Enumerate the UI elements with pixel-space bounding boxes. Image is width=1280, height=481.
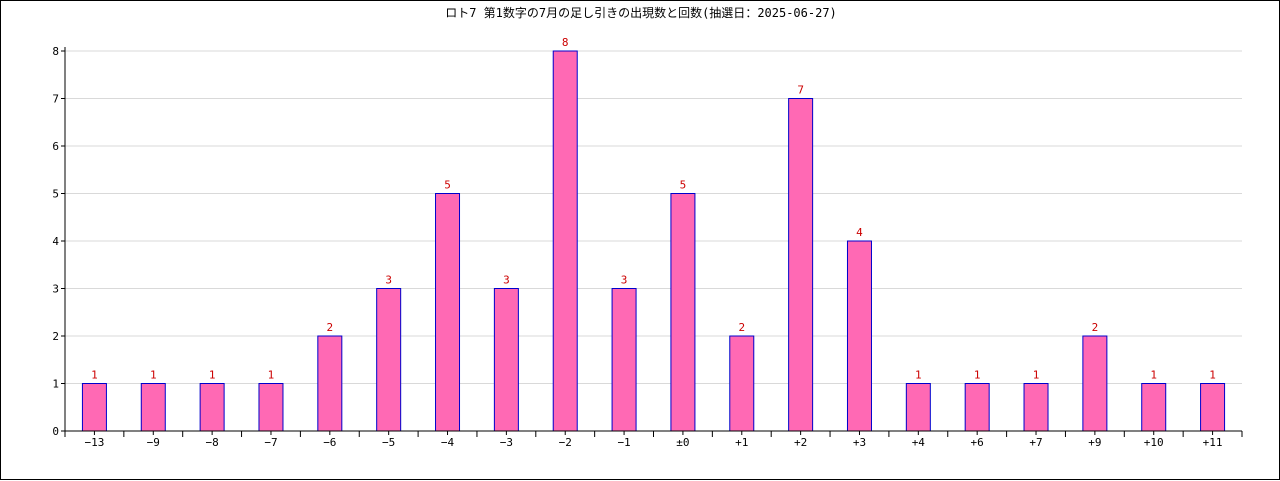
bar: [905, 383, 931, 432]
x-tick-label: −6: [323, 436, 336, 449]
y-tick-label: 3: [52, 283, 59, 296]
y-tick-label: 1: [52, 378, 59, 391]
bar: [670, 193, 696, 432]
bar: [376, 288, 402, 432]
y-tick-label: 2: [52, 330, 59, 343]
data-label: 1: [268, 369, 275, 382]
y-tick-label: 0: [52, 425, 59, 438]
bar: [1023, 383, 1049, 432]
bars: 1 1 1 1 2 3 5 3 8 3 5 2 7 4 1 1 1 2 1 1: [81, 36, 1226, 432]
data-label: 1: [91, 369, 98, 382]
bar: [493, 288, 519, 432]
data-label: 8: [562, 36, 569, 49]
bar: [964, 383, 990, 432]
data-label: 7: [797, 84, 804, 97]
x-tick-label: +9: [1088, 436, 1101, 449]
x-tick-label: −5: [382, 436, 395, 449]
x-tick-label: −7: [264, 436, 277, 449]
bar: [788, 98, 814, 432]
bar: [1141, 383, 1167, 432]
x-tick-label: −8: [206, 436, 219, 449]
bar: [81, 383, 107, 432]
x-tick-label: −1: [617, 436, 630, 449]
x-tick-label: +10: [1144, 436, 1164, 449]
data-label: 1: [150, 369, 157, 382]
x-tick-label: +6: [971, 436, 984, 449]
data-label: 2: [327, 321, 334, 334]
bar: [140, 383, 166, 432]
data-label: 3: [503, 274, 510, 287]
x-tick-label: ±0: [676, 436, 689, 449]
y-tick-label: 4: [52, 235, 59, 248]
x-tick-label: −3: [500, 436, 513, 449]
x-tick-label: −2: [559, 436, 572, 449]
bar: [552, 50, 578, 432]
data-label: 2: [738, 321, 745, 334]
data-label: 1: [1150, 369, 1157, 382]
x-tick-label: +3: [853, 436, 866, 449]
x-tick-label: +4: [912, 436, 926, 449]
data-label: 1: [209, 369, 216, 382]
data-label: 1: [974, 369, 981, 382]
x-tick-label: +7: [1029, 436, 1042, 449]
x-tick-label: −4: [441, 436, 455, 449]
data-label: 5: [680, 179, 687, 192]
bar: [729, 335, 755, 432]
bar: [846, 240, 872, 432]
x-tick-label: −13: [84, 436, 104, 449]
y-tick-label: 6: [52, 140, 59, 153]
y-tick-label: 7: [52, 93, 59, 106]
bar: [611, 288, 637, 432]
bar: [258, 383, 284, 432]
bar: [435, 193, 461, 432]
axes: 0 1 2 3 4 5 6 7 8 −13 −9 −8 −7 −6 −5 −4 −3 −2 −1 ±0 +1 +2 +3 +4…: [52, 45, 1243, 449]
data-label: 3: [385, 274, 392, 287]
data-label: 1: [1209, 369, 1216, 382]
grid-lines: [65, 50, 1242, 384]
y-tick-label: 8: [52, 45, 59, 58]
data-label: 3: [621, 274, 628, 287]
x-tick-label: −9: [147, 436, 160, 449]
bar: [199, 383, 225, 432]
y-tick-label: 5: [52, 188, 59, 201]
bar: [1082, 335, 1108, 432]
data-label: 1: [1033, 369, 1040, 382]
bar: [1200, 383, 1226, 432]
chart-title: ロト7 第1数字の7月の足し引きの出現数と回数(抽選日：2025-06-27): [445, 5, 837, 20]
x-tick-label: +11: [1203, 436, 1223, 449]
data-label: 2: [1092, 321, 1099, 334]
x-tick-label: +2: [794, 436, 807, 449]
data-label: 1: [915, 369, 922, 382]
data-label: 4: [856, 226, 863, 239]
bar: [317, 335, 343, 432]
x-tick-label: +1: [735, 436, 748, 449]
data-label: 5: [444, 179, 451, 192]
